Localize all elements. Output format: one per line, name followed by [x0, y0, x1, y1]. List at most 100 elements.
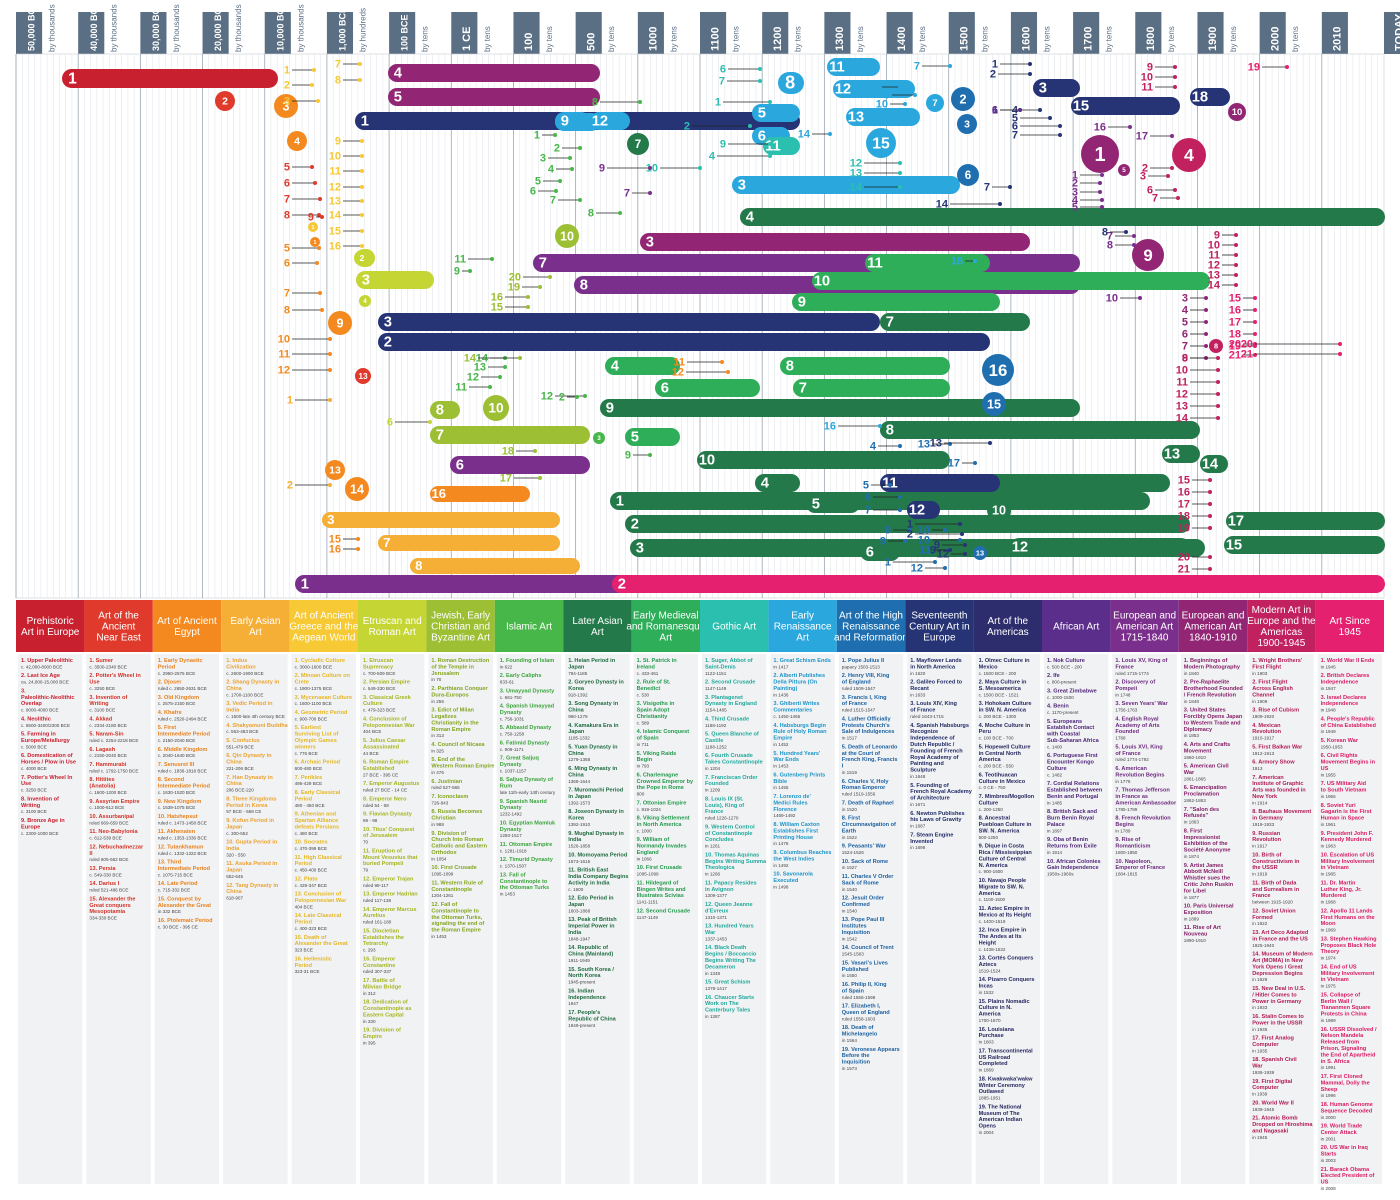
legend-column — [1112, 654, 1177, 1184]
event-marker-dot — [360, 185, 364, 189]
legend-column — [496, 654, 562, 1184]
event-marker-dot — [358, 62, 362, 66]
legend-item-title-line: 7. Death of Raphael — [842, 800, 894, 806]
legend-item-title-line: 5. Viking Raids — [637, 751, 677, 757]
legend-item-date: 79 — [363, 868, 369, 873]
legend-item-title-line: 14. Republic of — [568, 945, 608, 951]
legend-item: 4. English Royal Academy of Arts Founded17… — [1115, 716, 1159, 740]
period-bar-number: 3 — [384, 315, 392, 331]
legend-item-title-line: Japan — [568, 664, 585, 670]
legend-item-title: 4. Conclusion of Peloponnesian War — [363, 716, 416, 728]
legend-item-title-line: 8. Saljuq Dynasty of — [500, 777, 553, 783]
event-marker-dot — [328, 337, 332, 341]
event-marker-number: 2 — [554, 143, 560, 155]
period-bar-number: 4 — [611, 359, 620, 375]
category-title: Near East — [96, 633, 141, 644]
legend-item-title-line: Proposes Black Hole — [1321, 943, 1377, 949]
legend-item: 6. Portuguese First Encounter Kongo Cultur… — [1047, 753, 1098, 777]
legend-item-title: 20. World War II — [1252, 1100, 1294, 1106]
legend-item-date: in 1776 — [1115, 779, 1131, 784]
legend-item-title-line: 13. Third — [158, 860, 182, 866]
period-bar — [763, 137, 800, 155]
event-marker-dot — [1173, 85, 1177, 89]
event-marker-dot — [320, 308, 324, 312]
legend-item-title: 11. Neo-Babylonia — [89, 829, 138, 835]
event-marker-dot — [317, 246, 321, 250]
legend-item-date: c. 1482 — [1047, 772, 1063, 777]
legend-item-title-line: 7. Hammurabi — [89, 762, 126, 768]
legend-item-title-line: 3. Invention of — [89, 695, 127, 701]
legend-item-title-line: Height — [979, 940, 997, 946]
legend-item-date: c. 549-330 BCE — [89, 872, 121, 877]
legend-item-title: 19. Veronese Appears Before the Inquisitio… — [842, 1047, 900, 1066]
period-bar-number: 6 — [866, 545, 874, 561]
legend-item-date: c. 1100-1500 — [979, 897, 1006, 902]
event-marker-dot — [1038, 108, 1042, 112]
legend-item-date: 800 — [637, 792, 645, 797]
event-marker-dot — [356, 547, 360, 551]
legend-item-date: 1147-1149 — [705, 686, 727, 691]
legend-item-title-line: 6. Civil Rights — [1321, 753, 1358, 759]
category-title: and Reformation — [834, 633, 908, 644]
legend-item-title-line: Museum of The — [979, 1111, 1020, 1117]
legend-item-title-line: Bible — [773, 779, 787, 785]
period-bar — [590, 112, 630, 130]
legend-item-title-line: Church Into Roman — [431, 837, 483, 843]
axis-tick-unit: by thousands — [172, 4, 181, 52]
legend-item-title-line: 5. Europeans — [1047, 719, 1082, 725]
legend-item-title-line: 6. Teotihuacan — [979, 772, 1018, 778]
legend-item-title-line: China (Mainland) — [568, 952, 613, 958]
legend-item-title-line: Forcibly Opens Japan — [1184, 714, 1243, 720]
legend-item-title-line: 14. Emperor Marcus — [363, 907, 416, 913]
legend-item-title: 3. Old Kingdom — [158, 695, 199, 701]
legend-item-date: in 1853 — [1184, 733, 1200, 738]
legend-item-title-line: 3. Rise of Cubism — [1252, 708, 1299, 714]
legend-item-title-line: 12. Timurid Dynasty — [500, 857, 554, 863]
category-header — [16, 600, 85, 652]
legend-item-title-line: 13. Fall of — [500, 872, 526, 878]
legend-item-title-line: in Vietnam — [1321, 977, 1349, 983]
legend-item-date: 1309-1377 — [705, 893, 727, 898]
legend-item-title-line: 12. Queen Jeanne — [705, 902, 753, 908]
legend-item-title: 12. Nebuchadnezzar II — [89, 844, 144, 856]
legend-item-title: 6. Newton Publishes his Laws of Gravity — [910, 811, 964, 823]
legend-item-title-line: 5. Naram-Sin — [89, 732, 124, 738]
legend-item-date: ruled 117-138 — [363, 898, 391, 903]
event-marker-number: 12 — [1208, 260, 1220, 272]
legend-item-date: ruled 1643-1715 — [910, 714, 944, 719]
legend-item-date: c. 900-1600 — [979, 869, 1004, 874]
legend-item-title-line: Rule of Holy Roman — [773, 729, 827, 735]
legend-item-title: 1. Nok Culture — [1047, 658, 1085, 664]
legend-item-title-line: 6. Fatimid Dynasty — [500, 740, 550, 746]
category-title: Renaissance — [774, 622, 832, 633]
legend-item: 6. Newton Publishes his Laws of Gravityin… — [910, 811, 964, 829]
legend-item-title: 13. Fall of Constantinople to the Ottoman … — [500, 872, 549, 891]
legend-item-title: 7. Thomas Jefferson in France as American … — [1115, 788, 1177, 807]
period-bar-number: 4 — [761, 476, 770, 492]
legend-item-title: 7. Death of Raphael — [842, 800, 894, 806]
legend-item-title-line: 5. Farming in — [21, 732, 56, 738]
legend-item-title: 13. Third Intermediate Period — [158, 860, 211, 872]
event-marker-number: 5 — [1072, 202, 1078, 214]
legend-item-date: 1800-1850 — [1115, 850, 1137, 855]
legend-item: 3. United States Forcibly Opens Japan to W… — [1184, 708, 1243, 739]
legend-item-title: 16. Louisiana Purchase — [979, 1027, 1015, 1039]
legend-item-title: 6. Charlemagne Crowned Emperor by the Pope… — [637, 772, 694, 791]
axis-tick-box — [1321, 12, 1348, 54]
event-marker-number: 7 — [1012, 130, 1018, 142]
legend-item-title-line: 1. St. Patrick in — [637, 658, 678, 664]
legend-item-title-line: Begins Writing The — [705, 958, 756, 964]
legend-item-title-line: 6. Middle Kingdom — [158, 747, 208, 753]
legend-item-title-line: 9. Mughal Dynasty in — [568, 831, 624, 837]
legend-item-title-line: 8. Bauhaus Movement — [1252, 809, 1311, 815]
